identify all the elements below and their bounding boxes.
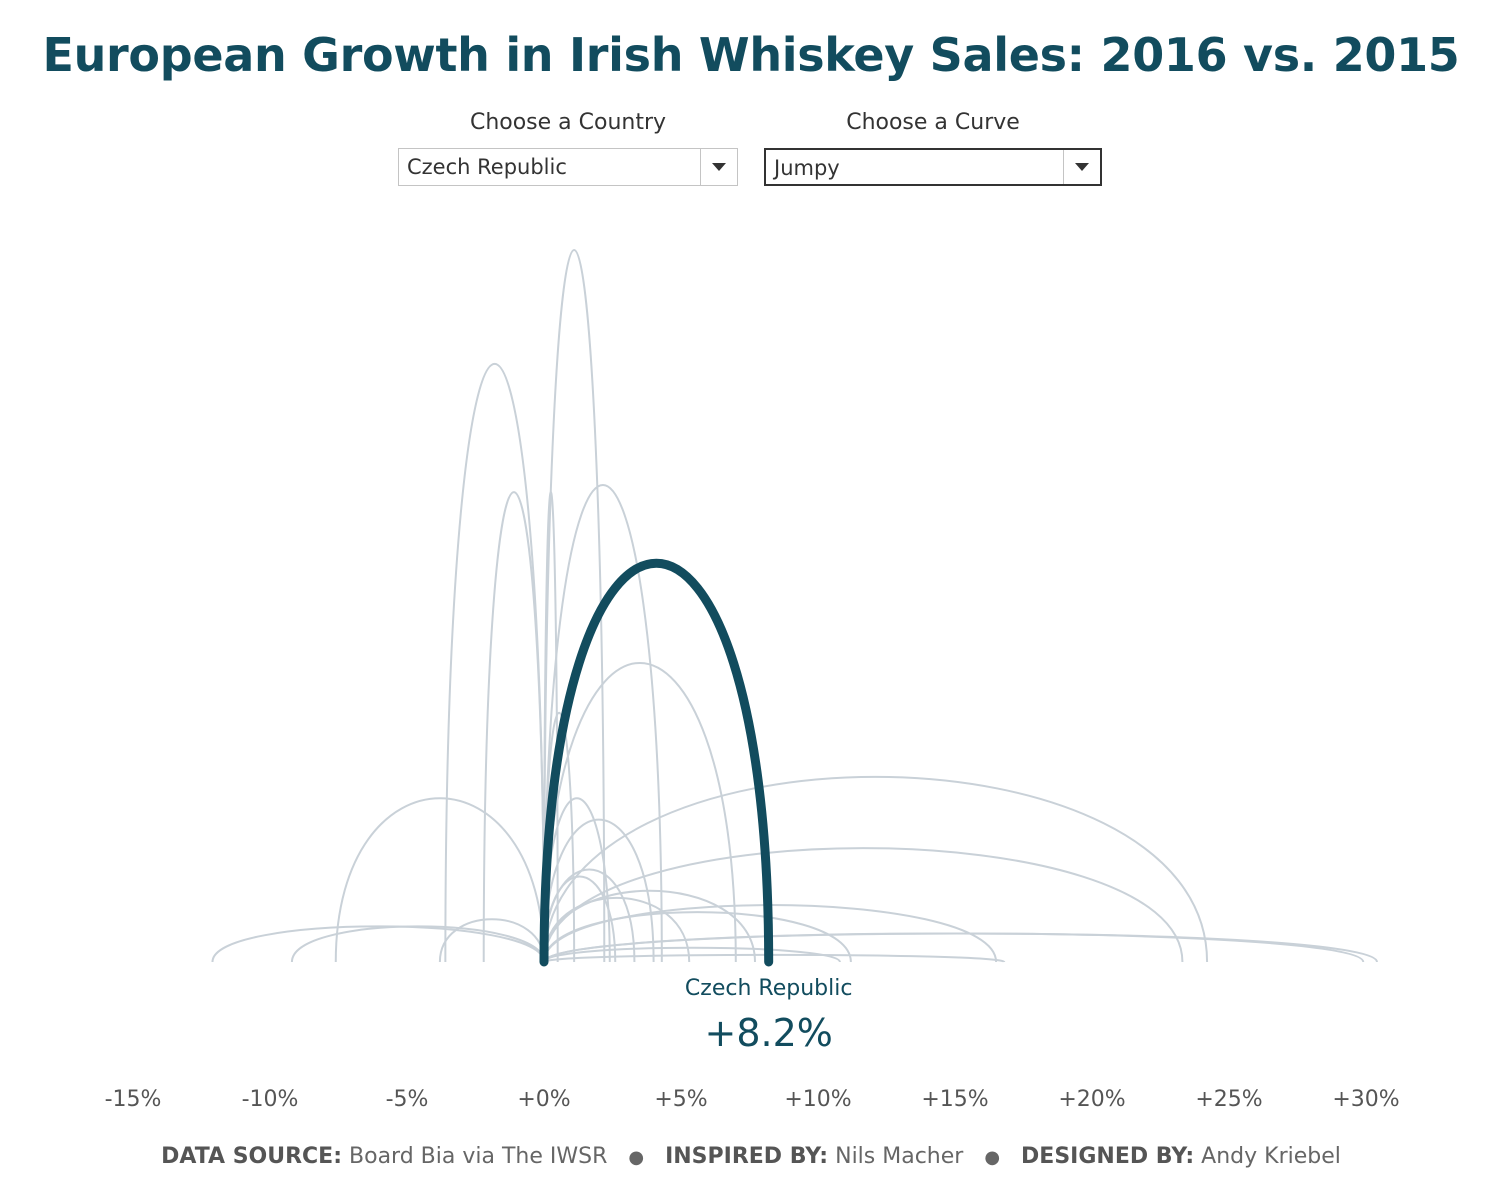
- highlight-country-label: Czech Republic: [685, 976, 853, 1001]
- country-arc[interactable]: [543, 661, 737, 963]
- country-filter-label: Choose a Country: [469, 110, 667, 135]
- country-arc[interactable]: [543, 776, 1209, 963]
- country-dropdown-arrow[interactable]: [700, 149, 737, 185]
- background-arcs: [211, 249, 1378, 963]
- country-arc[interactable]: [211, 925, 545, 963]
- x-tick-label: +30%: [1332, 1087, 1399, 1112]
- footer-separator: ●: [628, 1147, 645, 1168]
- footer-inspired-label: INSPIRED BY:: [665, 1144, 829, 1169]
- arc-chart: -15% -10% -5% +0% +5% +10% +15% +20% +25% +30% Cz…: [105, 249, 1400, 1112]
- country-arc[interactable]: [334, 797, 545, 963]
- footer-separator: ●: [984, 1147, 1001, 1168]
- x-tick-label: -10%: [242, 1087, 299, 1112]
- country-arc[interactable]: [482, 491, 545, 963]
- x-tick-label: +10%: [784, 1087, 851, 1112]
- curve-dropdown[interactable]: Jumpy: [764, 148, 1102, 186]
- highlight-value-label: +8.2%: [704, 1011, 832, 1055]
- country-arc[interactable]: [543, 953, 1006, 963]
- footer-source-label: DATA SOURCE:: [161, 1144, 343, 1169]
- footer: DATA SOURCE: Board Bia via The IWSR ● IN…: [0, 1144, 1502, 1169]
- footer-designed-label: DESIGNED BY:: [1021, 1144, 1195, 1169]
- x-tick-label: -5%: [386, 1087, 429, 1112]
- country-dropdown-value: Czech Republic: [407, 155, 567, 179]
- x-tick-label: +5%: [654, 1087, 707, 1112]
- curve-dropdown-value: Jumpy: [774, 156, 840, 180]
- curve-dropdown-arrow[interactable]: [1063, 150, 1100, 184]
- highlight-arc[interactable]: [539, 558, 774, 967]
- page-title: European Growth in Irish Whiskey Sales: …: [42, 28, 1460, 82]
- footer-source-value: Board Bia via The IWSR: [349, 1144, 608, 1169]
- country-arc[interactable]: [543, 847, 1184, 963]
- country-arc[interactable]: [543, 249, 606, 963]
- x-tick-label: -15%: [105, 1087, 162, 1112]
- country-arc[interactable]: [290, 925, 545, 963]
- x-tick-label: +20%: [1058, 1087, 1125, 1112]
- x-tick-label: +15%: [921, 1087, 988, 1112]
- x-tick-label: +25%: [1195, 1087, 1262, 1112]
- country-arc[interactable]: [543, 932, 1378, 963]
- x-axis: -15% -10% -5% +0% +5% +10% +15% +20% +25% +30%: [105, 1087, 1400, 1112]
- country-arc[interactable]: [543, 483, 663, 963]
- highlight-arc-group: [539, 558, 774, 967]
- country-dropdown[interactable]: Czech Republic: [398, 148, 738, 186]
- footer-designed-value: Andy Kriebel: [1201, 1144, 1341, 1169]
- chevron-down-icon: [712, 163, 726, 171]
- country-arc[interactable]: [438, 918, 545, 963]
- footer-inspired-value: Nils Macher: [835, 1144, 964, 1169]
- chevron-down-icon: [1075, 163, 1089, 171]
- curve-filter-label: Choose a Curve: [846, 110, 1020, 135]
- x-tick-label: +0%: [517, 1087, 570, 1112]
